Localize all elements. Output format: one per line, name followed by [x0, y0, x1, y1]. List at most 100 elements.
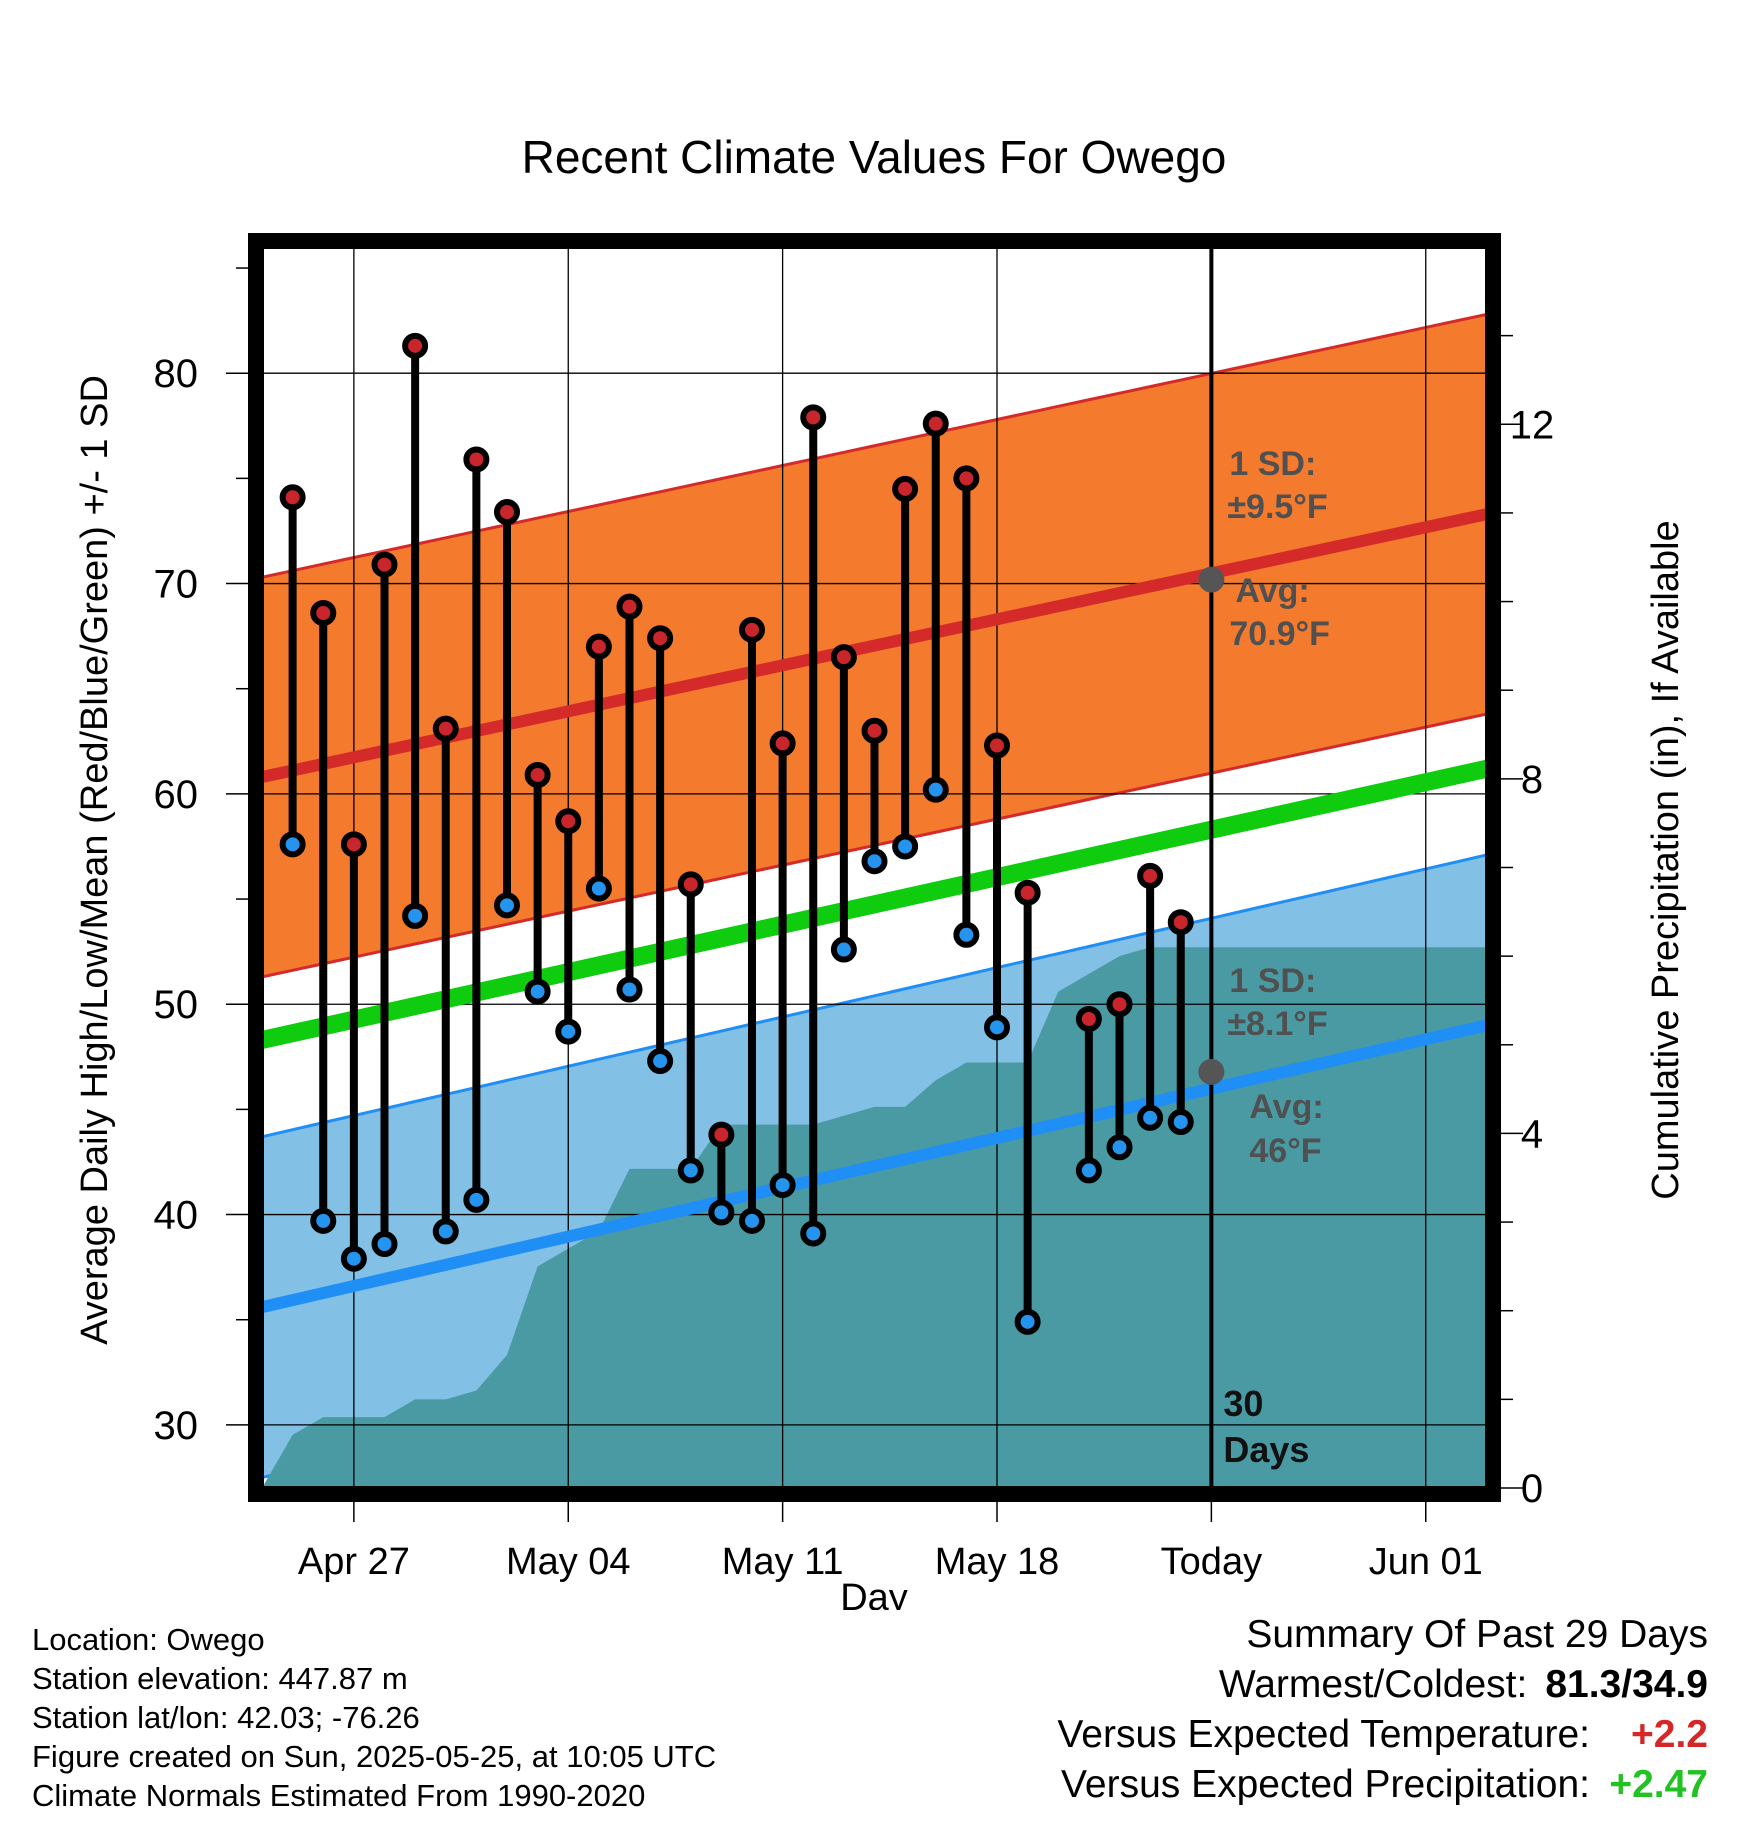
low-temp-marker	[585, 875, 612, 902]
y-tick-label: 50	[154, 983, 199, 1027]
low-temp-marker	[1075, 1157, 1102, 1184]
high-temp-marker	[800, 404, 827, 431]
low-temp-marker	[340, 1245, 367, 1272]
info-normals: Climate Normals Estimated From 1990-2020	[32, 1778, 646, 1813]
high-temp-marker	[647, 625, 674, 652]
high-temp-marker	[739, 616, 765, 643]
high-temp-marker	[1106, 991, 1133, 1018]
low-temp-marker	[708, 1199, 735, 1226]
low-temp-marker	[1137, 1104, 1164, 1131]
precip-value: +2.47	[1609, 1763, 1708, 1806]
sd-high-value: ±9.5°F	[1227, 488, 1327, 526]
high-temp-marker	[861, 717, 888, 744]
high-temp-marker	[677, 871, 704, 898]
y-tick-label: 80	[154, 352, 199, 396]
plot-area: 1 SD: ±9.5°F Avg: 70.9°F 1 SD: ±8.1°F Avg: 46°F…	[262, 247, 1487, 1488]
high-temp-marker	[1137, 862, 1164, 889]
x-tick-label: Apr 27	[298, 1541, 410, 1583]
high-temp-marker	[830, 644, 857, 671]
sd-low-label: 1 SD:	[1229, 962, 1316, 1000]
normal-mean-line	[262, 759, 1487, 1049]
days-count: 30	[1223, 1383, 1263, 1424]
summary-title: Summary Of Past 29 Days	[1246, 1613, 1708, 1656]
high-temp-marker	[585, 633, 612, 660]
low-temp-marker	[524, 978, 551, 1005]
avg-high-label: Avg:	[1235, 572, 1309, 610]
summary-temp: Versus Expected Temperature: +2.2	[1057, 1710, 1708, 1760]
high-temp-marker	[463, 446, 490, 473]
avg-low-label: Avg:	[1249, 1088, 1323, 1126]
high-temp-marker	[984, 732, 1010, 759]
y-tick-label: 30	[154, 1404, 199, 1448]
high-temp-marker	[494, 499, 520, 526]
low-temp-marker	[861, 848, 888, 875]
climate-chart: 1 SD: ±9.5°F Avg: 70.9°F 1 SD: ±8.1°F Avg: 46°F…	[74, 131, 1687, 1610]
low-temp-marker	[494, 892, 520, 919]
x-axis-label: Day	[840, 1577, 908, 1610]
low-temp-marker	[1106, 1134, 1133, 1161]
low-temp-marker	[402, 902, 429, 929]
y-axis-label: Average Daily High/Low/Mean (Red/Blue/Gr…	[74, 375, 116, 1345]
temp-label: Versus Expected Temperature:	[1057, 1713, 1590, 1756]
days-word: Days	[1223, 1429, 1309, 1470]
normal-high-upper-edge	[262, 312, 1487, 579]
summary-panel: Summary Of Past 29 Days Warmest/Coldest:…	[1057, 1610, 1708, 1810]
low-temp-marker	[892, 833, 919, 860]
precip-label: Versus Expected Precipitation:	[1061, 1763, 1590, 1806]
station-info: Location: Owego Station elevation: 447.8…	[32, 1620, 716, 1815]
info-latlon: Station lat/lon: 42.03; -76.26	[32, 1700, 420, 1735]
high-temp-marker	[524, 761, 551, 788]
low-temp-marker	[953, 921, 980, 948]
y-tick-label: 40	[154, 1194, 199, 1238]
high-temp-marker	[1075, 1005, 1102, 1032]
high-temp-marker	[371, 551, 398, 578]
low-temp-marker	[769, 1172, 796, 1199]
avg-high-dot	[1198, 566, 1225, 593]
y2-tick-label: 12	[1510, 403, 1555, 447]
low-temp-marker	[922, 776, 949, 803]
y2-tick-label: 8	[1521, 758, 1543, 802]
low-temp-marker	[463, 1186, 490, 1213]
x-tick-label: May 18	[935, 1541, 1060, 1583]
high-temp-marker	[922, 410, 949, 437]
x-tick-label: Jun 01	[1369, 1541, 1483, 1583]
avg-high-value: 70.9°F	[1229, 615, 1330, 653]
low-temp-marker	[1014, 1308, 1041, 1335]
low-temp-marker	[616, 976, 643, 1003]
x-tick-label: May 11	[722, 1541, 844, 1583]
low-temp-marker	[830, 936, 857, 963]
plot-frame	[248, 233, 1501, 1502]
normal-low-line	[262, 1019, 1487, 1313]
info-location: Location: Owego	[32, 1622, 265, 1657]
warm-cold-value: 81.3/34.9	[1545, 1663, 1708, 1706]
avg-low-dot	[1198, 1058, 1225, 1085]
normal-high-line	[262, 508, 1487, 783]
summary-precip: Versus Expected Precipitation: +2.47	[1057, 1760, 1708, 1810]
high-temp-marker	[953, 465, 980, 492]
high-temp-marker	[279, 484, 306, 511]
y-tick-label: 60	[154, 773, 199, 817]
low-temp-marker	[739, 1207, 765, 1234]
high-temp-marker	[708, 1121, 735, 1148]
sd-high-label: 1 SD:	[1229, 445, 1316, 483]
x-tick-label: May 04	[506, 1541, 631, 1583]
normal-low-upper-edge	[262, 853, 1487, 1139]
low-temp-marker	[647, 1048, 674, 1075]
low-temp-marker	[677, 1157, 704, 1184]
low-temp-marker	[800, 1220, 827, 1247]
high-temp-marker	[402, 332, 429, 359]
x-tick-label: Today	[1161, 1541, 1262, 1583]
low-temp-marker	[279, 831, 306, 858]
high-temp-marker	[1167, 909, 1194, 936]
high-temp-marker	[616, 593, 643, 620]
sd-low-value: ±8.1°F	[1227, 1005, 1327, 1043]
low-temp-marker	[1167, 1109, 1194, 1136]
info-elevation: Station elevation: 447.87 m	[32, 1661, 408, 1696]
avg-low-value: 46°F	[1249, 1132, 1321, 1170]
low-temp-marker	[984, 1014, 1010, 1041]
low-temp-marker	[310, 1207, 337, 1234]
high-temp-marker	[310, 599, 337, 626]
low-temp-marker	[555, 1018, 582, 1045]
high-temp-marker	[432, 715, 459, 742]
low-temp-marker	[371, 1231, 398, 1258]
